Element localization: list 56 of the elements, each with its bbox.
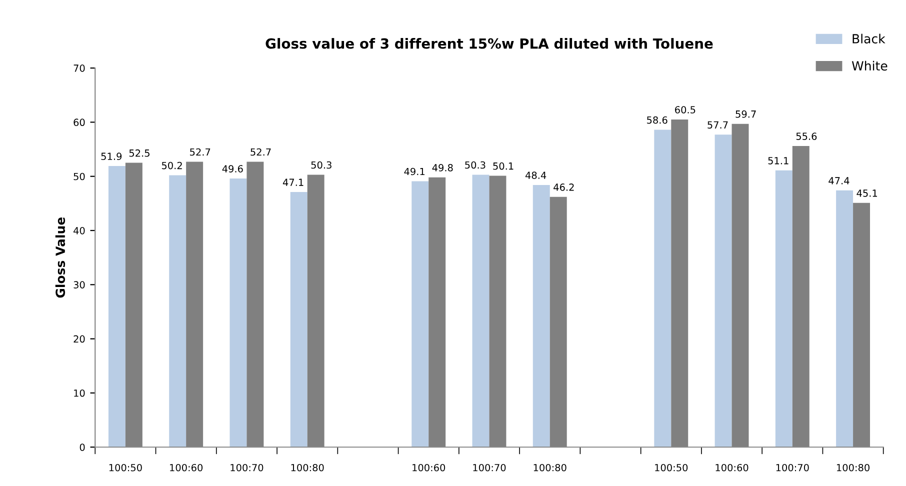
y-axis-title: Gloss Value [55, 217, 66, 298]
data-label: 52.5 [129, 149, 150, 157]
y-tick-label: 10 [74, 389, 85, 397]
bar [472, 174, 490, 448]
x-tick-label: 100:70 [230, 464, 264, 472]
data-label: 45.1 [856, 190, 878, 197]
x-tick-label: 100:60 [716, 464, 748, 472]
x-tick-label: 100:50 [655, 464, 688, 472]
data-label: 48.4 [525, 172, 546, 179]
x-tick-label: 100:60 [170, 464, 203, 472]
bar [169, 175, 186, 448]
data-label: 59.7 [736, 110, 756, 118]
y-tick-label: 50 [74, 172, 85, 180]
x-tick-label: 100:60 [412, 464, 446, 472]
y-tick-label: 70 [74, 64, 85, 72]
chart-title: Gloss value of 3 different 15%w PLA diluted with Toluene [266, 38, 713, 49]
data-label: 52.7 [250, 148, 271, 156]
data-label: 47.4 [828, 177, 850, 184]
bar [836, 190, 854, 448]
data-label: 49.6 [222, 165, 243, 172]
data-label: 60.5 [675, 106, 696, 114]
data-label: 50.2 [162, 162, 182, 170]
data-label: 49.1 [404, 168, 424, 176]
data-label: 46.2 [554, 184, 574, 191]
bar [290, 192, 308, 448]
y-tick-label: 60 [74, 118, 85, 126]
legend-label: White [852, 60, 888, 71]
bar [714, 134, 732, 448]
data-label: 57.7 [708, 121, 728, 129]
data-label: 51.1 [768, 157, 788, 164]
bar [654, 130, 672, 448]
x-tick-label: 100:70 [776, 464, 809, 472]
y-tick-label: 0 [80, 444, 85, 451]
bar [108, 166, 126, 448]
data-label: 50.1 [493, 162, 514, 170]
x-tick-label: 100:80 [291, 464, 324, 472]
x-tick-label: 100:80 [534, 464, 566, 472]
data-label: 49.8 [432, 164, 453, 172]
data-label: 55.6 [796, 132, 817, 140]
bar [532, 185, 550, 448]
data-label: 50.3 [311, 161, 332, 169]
bar [230, 178, 247, 448]
data-label: 51.9 [101, 152, 122, 160]
bar [412, 181, 429, 448]
data-label: 47.1 [282, 178, 304, 186]
legend-label: Black [852, 34, 886, 44]
y-tick-label: 30 [74, 281, 85, 288]
data-label: 50.3 [465, 161, 486, 169]
data-label: 52.7 [190, 148, 210, 156]
x-tick-label: 100:70 [473, 464, 506, 472]
x-tick-label: 100:50 [109, 464, 142, 472]
y-tick-label: 40 [74, 226, 85, 234]
y-tick-label: 20 [74, 335, 85, 343]
data-label: 58.6 [647, 116, 668, 124]
bar [775, 170, 792, 448]
x-tick-label: 100:80 [837, 464, 870, 472]
